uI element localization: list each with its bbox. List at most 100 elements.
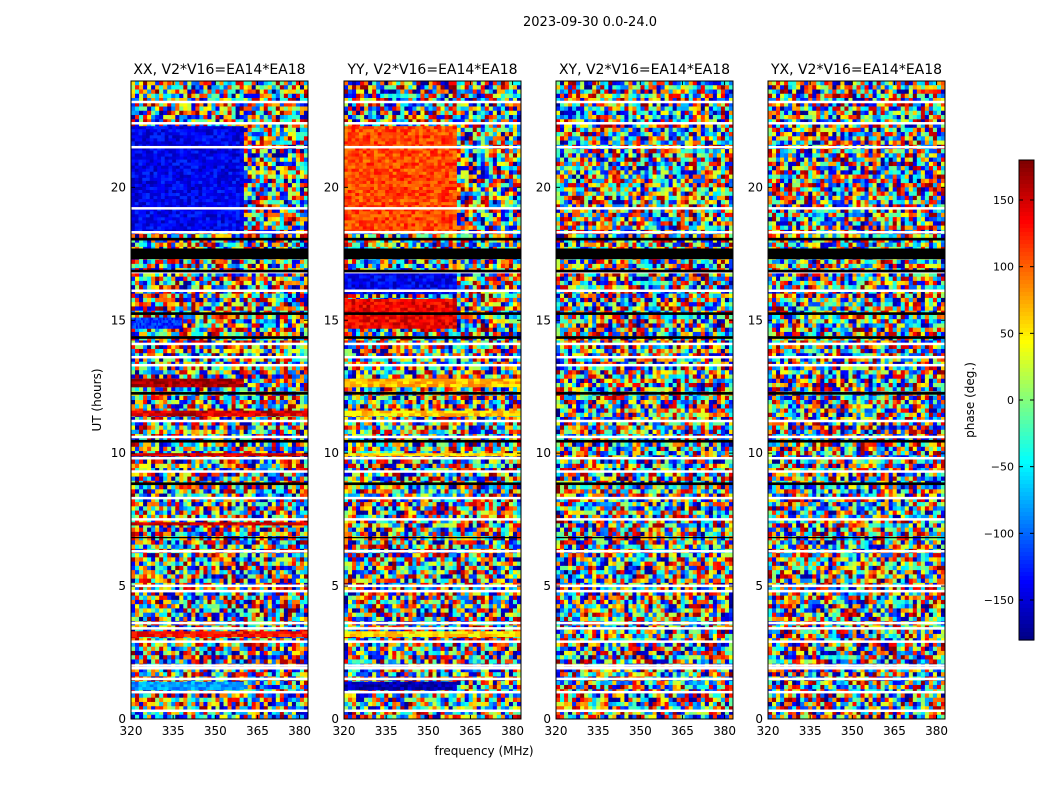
flagged-row bbox=[556, 709, 733, 713]
flagged-row bbox=[556, 122, 733, 125]
flagged-gap bbox=[556, 392, 733, 395]
colorbar-tick-label: 150 bbox=[993, 194, 1014, 207]
flagged-row bbox=[768, 470, 945, 473]
flagged-row bbox=[131, 550, 308, 553]
panel-3: XY, V2*V16=EA14*EA18 320 335 350 365 380 0 5 10 1… bbox=[536, 62, 736, 738]
flagged-row bbox=[768, 666, 945, 670]
flagged-row bbox=[131, 584, 308, 588]
flagged-gap bbox=[344, 482, 521, 486]
flagged-row bbox=[768, 289, 945, 293]
flagged-gap bbox=[556, 269, 733, 273]
flagged-row bbox=[768, 496, 945, 500]
phase-heatmap-cells bbox=[556, 81, 733, 719]
flagged-gap bbox=[131, 482, 308, 486]
flagged-row bbox=[344, 627, 521, 630]
y-tick-label: 0 bbox=[755, 712, 763, 726]
y-tick-label: 0 bbox=[543, 712, 551, 726]
flagged-row bbox=[131, 145, 308, 149]
coherent-band bbox=[131, 378, 244, 388]
flagged-gap bbox=[131, 248, 308, 260]
flagged-row bbox=[131, 207, 308, 210]
coherent-band bbox=[344, 681, 457, 691]
flagged-gap bbox=[131, 312, 308, 315]
coherent-band bbox=[344, 410, 521, 417]
x-tick-label: 335 bbox=[799, 724, 822, 738]
flagged-gap bbox=[131, 237, 308, 241]
flagged-row bbox=[556, 666, 733, 670]
x-tick-label: 335 bbox=[375, 724, 398, 738]
coherent-band bbox=[344, 272, 457, 295]
flagged-gap bbox=[556, 536, 733, 539]
flagged-row bbox=[768, 231, 945, 234]
flagged-row bbox=[556, 627, 733, 630]
phase-heatmap-cells bbox=[131, 81, 308, 719]
flagged-row bbox=[768, 435, 945, 439]
phase-heatmap-cells bbox=[768, 81, 945, 719]
panel-1: XX, V2*V16=EA14*EA18 320 335 350 365 380 0 5 10 1… bbox=[111, 62, 311, 738]
y-tick-label: 10 bbox=[536, 446, 551, 460]
flagged-row bbox=[556, 363, 733, 367]
y-tick-label: 5 bbox=[543, 579, 551, 593]
x-tick-label: 380 bbox=[288, 724, 311, 738]
flagged-gap bbox=[556, 439, 733, 443]
flagged-row bbox=[131, 709, 308, 713]
flagged-gap bbox=[768, 439, 945, 443]
flagged-row bbox=[131, 289, 308, 293]
flagged-row bbox=[131, 627, 308, 630]
x-tick-label: 350 bbox=[841, 724, 864, 738]
flagged-row bbox=[556, 231, 733, 234]
flagged-gap bbox=[556, 237, 733, 241]
y-tick-label: 0 bbox=[118, 712, 126, 726]
flagged-gap bbox=[131, 392, 308, 395]
panel-frame bbox=[555, 80, 734, 720]
flagged-row bbox=[556, 677, 733, 681]
flagged-gap bbox=[344, 248, 521, 260]
flagged-row bbox=[344, 621, 521, 625]
x-axis-label: frequency (MHz) bbox=[434, 744, 533, 758]
flagged-row bbox=[556, 584, 733, 588]
flagged-row bbox=[131, 666, 308, 670]
phase-heatmap-cells bbox=[344, 81, 521, 719]
flagged-row bbox=[344, 690, 521, 694]
coherent-band bbox=[344, 126, 457, 234]
coherent-band bbox=[131, 453, 308, 457]
flagged-row bbox=[344, 456, 521, 460]
flagged-gap bbox=[344, 237, 521, 241]
panel-2: YY, V2*V16=EA14*EA18 320 335 350 365 380 0 5 10 1… bbox=[324, 62, 524, 738]
flagged-row bbox=[556, 419, 733, 423]
flagged-row bbox=[556, 289, 733, 293]
y-tick-label: 20 bbox=[324, 180, 339, 194]
panel-frame bbox=[130, 80, 309, 720]
flagged-row bbox=[768, 690, 945, 694]
flagged-row bbox=[556, 550, 733, 553]
flagged-row bbox=[131, 470, 308, 473]
flagged-gap bbox=[344, 312, 521, 315]
flagged-row bbox=[131, 435, 308, 439]
flagged-row bbox=[344, 664, 521, 667]
flagged-row bbox=[556, 100, 733, 104]
coherent-band bbox=[131, 522, 308, 526]
coherent-band bbox=[344, 378, 521, 388]
y-tick-label: 10 bbox=[111, 446, 126, 460]
coherent-band bbox=[344, 631, 521, 638]
colorbar-tick-label: −150 bbox=[984, 594, 1014, 607]
flagged-gap bbox=[768, 269, 945, 273]
flagged-row bbox=[556, 496, 733, 500]
x-tick-label: 365 bbox=[459, 724, 482, 738]
y-tick-label: 15 bbox=[748, 313, 763, 327]
flagged-row bbox=[556, 589, 733, 593]
colorbar-tick-label: 100 bbox=[993, 261, 1014, 274]
flagged-row bbox=[556, 664, 733, 667]
y-tick-label: 20 bbox=[111, 180, 126, 194]
flagged-row bbox=[344, 470, 521, 473]
x-tick-label: 365 bbox=[883, 724, 906, 738]
flagged-row bbox=[556, 355, 733, 359]
flagged-gap bbox=[556, 248, 733, 260]
y-tick-label: 15 bbox=[536, 313, 551, 327]
flagged-row bbox=[768, 363, 945, 367]
x-tick-label: 320 bbox=[120, 724, 143, 738]
flagged-row bbox=[344, 289, 521, 293]
flagged-row bbox=[131, 363, 308, 367]
flagged-row bbox=[131, 231, 308, 234]
flagged-row bbox=[768, 589, 945, 593]
